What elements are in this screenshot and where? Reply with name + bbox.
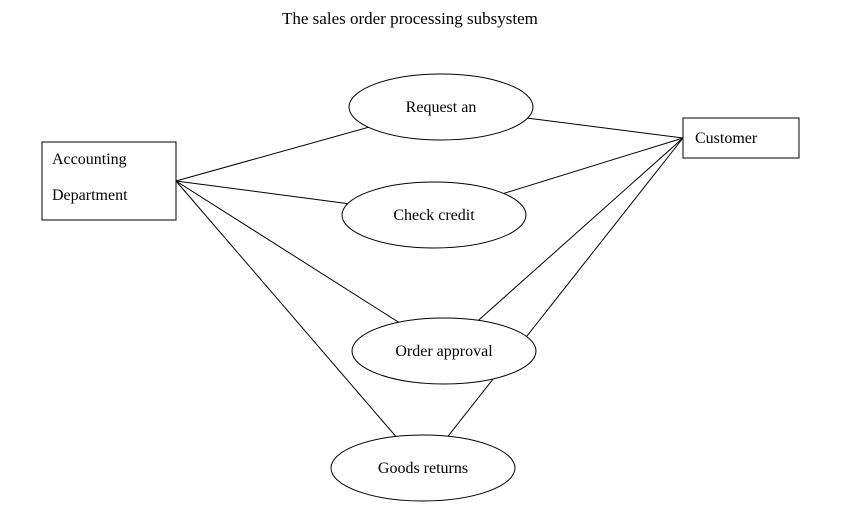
edge-customer-credit [504, 138, 683, 193]
usecase-request-label: Request an [406, 99, 477, 116]
use-case-diagram: Accounting Department Customer Request an Ch… [0, 0, 846, 530]
edge-accounting-request [176, 127, 368, 181]
actor-accounting-label-0: Accounting [52, 151, 127, 168]
edge-customer-returns [448, 138, 683, 436]
usecase-credit-label: Check credit [393, 207, 475, 224]
edge-accounting-credit [176, 181, 348, 204]
actor-accounting-label-1: Department [52, 187, 128, 204]
usecase-approval-label: Order approval [395, 343, 493, 360]
diagram-title: The sales order processing subsystem [282, 9, 538, 28]
edges-layer [176, 118, 683, 436]
edge-customer-request [528, 118, 683, 138]
usecase-returns-label: Goods returns [378, 460, 468, 477]
actor-customer-label-0: Customer [695, 130, 758, 147]
nodes-layer: Accounting Department Customer Request an Ch… [42, 74, 799, 501]
